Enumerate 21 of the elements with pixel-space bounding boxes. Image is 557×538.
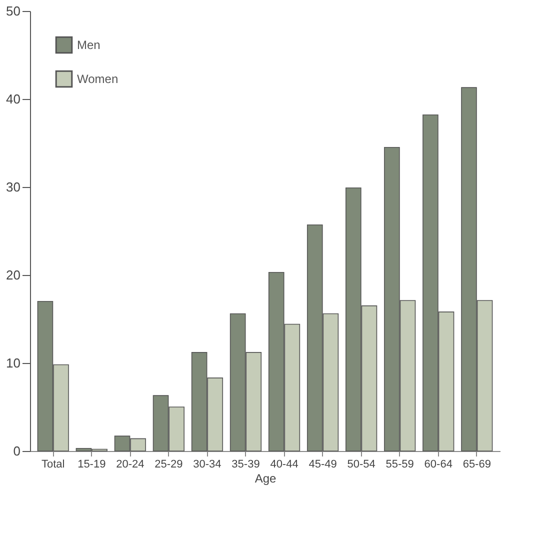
- x-axis-title: Age: [254, 472, 276, 486]
- x-tick-label: 45-49: [308, 458, 337, 470]
- legend-label: Men: [77, 38, 100, 52]
- legend-label: Women: [77, 72, 118, 86]
- y-tick-label: 10: [6, 356, 20, 370]
- x-tick-label: 40-44: [270, 458, 298, 470]
- y-tick-label: 30: [6, 180, 20, 194]
- y-tick-label: 40: [6, 92, 20, 106]
- x-tick-label: 55-59: [386, 458, 414, 470]
- x-tick-label: 15-19: [78, 458, 106, 470]
- x-tick-label: 25-29: [154, 458, 183, 470]
- x-tick-label: 20-24: [116, 458, 144, 470]
- x-tick-label: Total: [41, 458, 65, 470]
- y-tick-label: 20: [6, 268, 20, 282]
- y-tick-label: 50: [6, 4, 20, 18]
- x-tick-label: 65-69: [462, 458, 491, 470]
- x-tick-label: 60-64: [424, 458, 452, 470]
- x-tick-label: 50-54: [347, 458, 376, 470]
- y-tick-label: 0: [13, 444, 20, 458]
- x-tick-label: 35-39: [232, 458, 260, 470]
- x-tick-label: 30-34: [193, 458, 222, 470]
